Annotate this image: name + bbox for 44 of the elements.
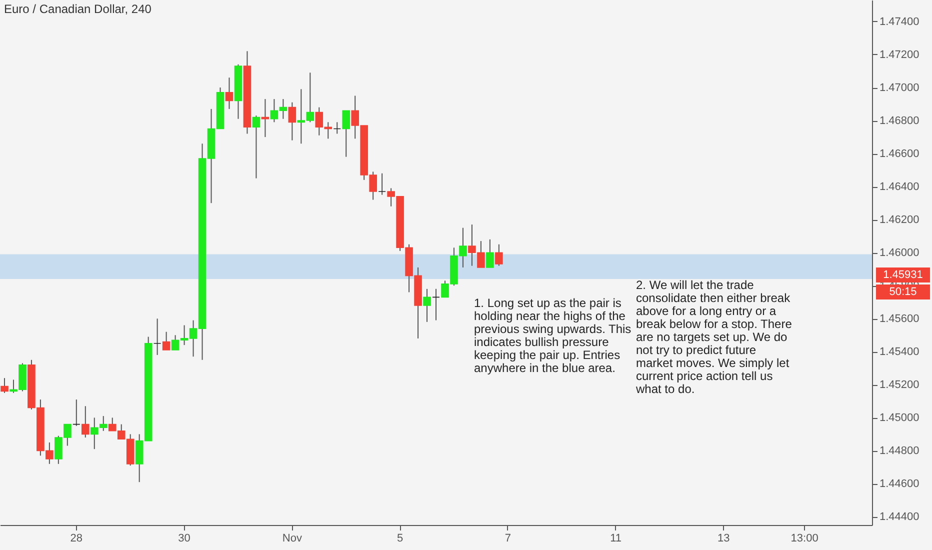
- candlestick: [0, 378, 8, 394]
- annotation: 1. Long set up as the pair is holding near the highs of the previous swing upwards. This indicates bullish pressure keeping the pair up. Entries anywhere in the blue area.: [474, 296, 632, 375]
- candlestick: [486, 238, 494, 268]
- y-tick-label: 1.47000: [880, 82, 920, 94]
- y-tick-label: 1.46200: [880, 214, 920, 226]
- y-tick-label: 1.46000: [880, 247, 920, 260]
- candlestick: [378, 172, 386, 196]
- candlestick: [153, 318, 162, 356]
- x-tick-label: 13: [718, 532, 730, 544]
- y-tick-label: 1.44800: [880, 445, 920, 458]
- y-tick-label: 1.45000: [880, 412, 920, 424]
- candlestick: [225, 77, 234, 110]
- candlestick: [333, 122, 342, 134]
- candlestick: [261, 98, 270, 138]
- x-tick-label: 7: [504, 532, 511, 544]
- y-tick-label: 1.46400: [880, 181, 920, 194]
- y-tick-label: 1.44600: [880, 478, 920, 490]
- candlestick: [252, 115, 260, 179]
- candlestick: [423, 288, 431, 322]
- x-tick-label: Nov: [282, 532, 302, 544]
- y-tick-label: 1.46600: [880, 148, 920, 160]
- x-tick-label: 13:00: [790, 532, 818, 544]
- y-tick-label: 1.45200: [880, 379, 920, 392]
- y-tick-label: 1.47200: [880, 48, 920, 61]
- text: 1.45931: [883, 268, 923, 281]
- y-tick-label: 1.47400: [880, 16, 920, 28]
- y-tick-label: 1.46800: [880, 115, 920, 128]
- x-tick-label: 11: [610, 532, 622, 544]
- candlestick: [495, 244, 503, 266]
- y-tick-label: 1.45600: [880, 313, 920, 326]
- chart-title: Euro / Canadian Dollar, 240: [4, 2, 152, 16]
- x-tick-label: 5: [396, 532, 404, 544]
- candlestick: [432, 288, 440, 321]
- y-tick-label: 1.45400: [880, 346, 920, 358]
- y-tick-label: 1.44400: [880, 511, 920, 524]
- text: 2. We will let the trade consolidate then either break above for a long entry or a break below for a stop. There are no targets set up. We do not try to predict future market moves. We simply let current price action tell us what to do.: [636, 278, 792, 396]
- candlestick: [342, 110, 350, 158]
- candlestick: [72, 399, 80, 426]
- x-tick-label: 30: [178, 532, 190, 544]
- candlestick: [82, 406, 90, 438]
- x-tick-label: 28: [70, 532, 83, 544]
- text: 50:15: [889, 286, 917, 298]
- candlestick: [288, 102, 296, 141]
- candlestick: [162, 331, 170, 350]
